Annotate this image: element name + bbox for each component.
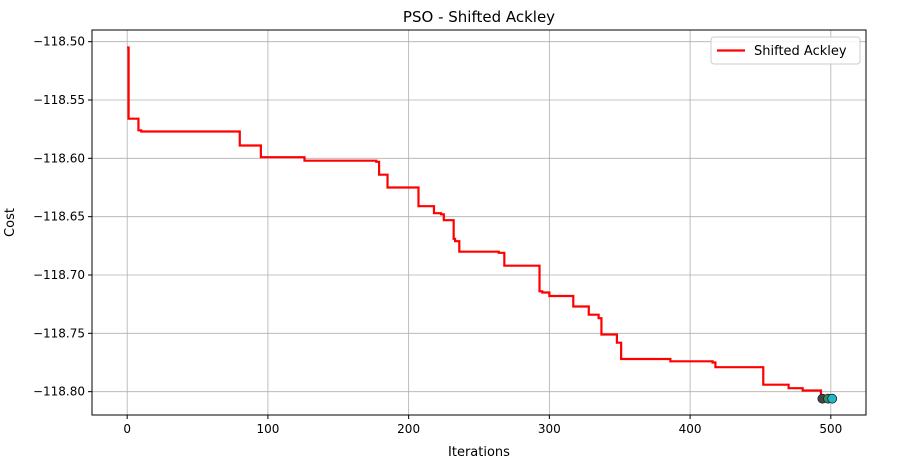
series-layer <box>127 46 832 398</box>
y-tick-label: −118.50 <box>33 35 85 49</box>
x-axis-label: Iterations <box>448 445 510 460</box>
legend-box <box>710 36 861 65</box>
tick-layer: 0 100 200 300 400 500 −118.50 −118.55 −118.60 −11… <box>33 35 842 436</box>
grid-layer <box>92 30 866 415</box>
legend-label: Shifted Ackley <box>754 44 847 59</box>
x-tick-label: 0 <box>123 422 131 436</box>
y-axis-label: Cost <box>3 208 18 237</box>
chart-title: PSO - Shifted Ackley <box>403 8 555 26</box>
x-tick-label: 500 <box>819 422 842 436</box>
y-tick-label: −118.75 <box>33 326 85 340</box>
marker-layer <box>817 393 838 404</box>
legend: Shifted Ackley <box>710 36 861 65</box>
axes-frame <box>91 29 867 416</box>
y-tick-label: −118.65 <box>33 210 85 224</box>
end-point-marker <box>827 393 838 404</box>
y-tick-label: −118.80 <box>33 385 85 399</box>
x-tick-label: 300 <box>538 422 561 436</box>
series-line-shifted-ackley <box>127 46 832 398</box>
y-tick-label: −118.55 <box>33 93 85 107</box>
x-tick-label: 100 <box>256 422 279 436</box>
y-tick-label: −118.70 <box>33 268 85 282</box>
x-tick-label: 400 <box>679 422 702 436</box>
x-tick-label: 200 <box>397 422 420 436</box>
y-tick-label: −118.60 <box>33 151 85 165</box>
